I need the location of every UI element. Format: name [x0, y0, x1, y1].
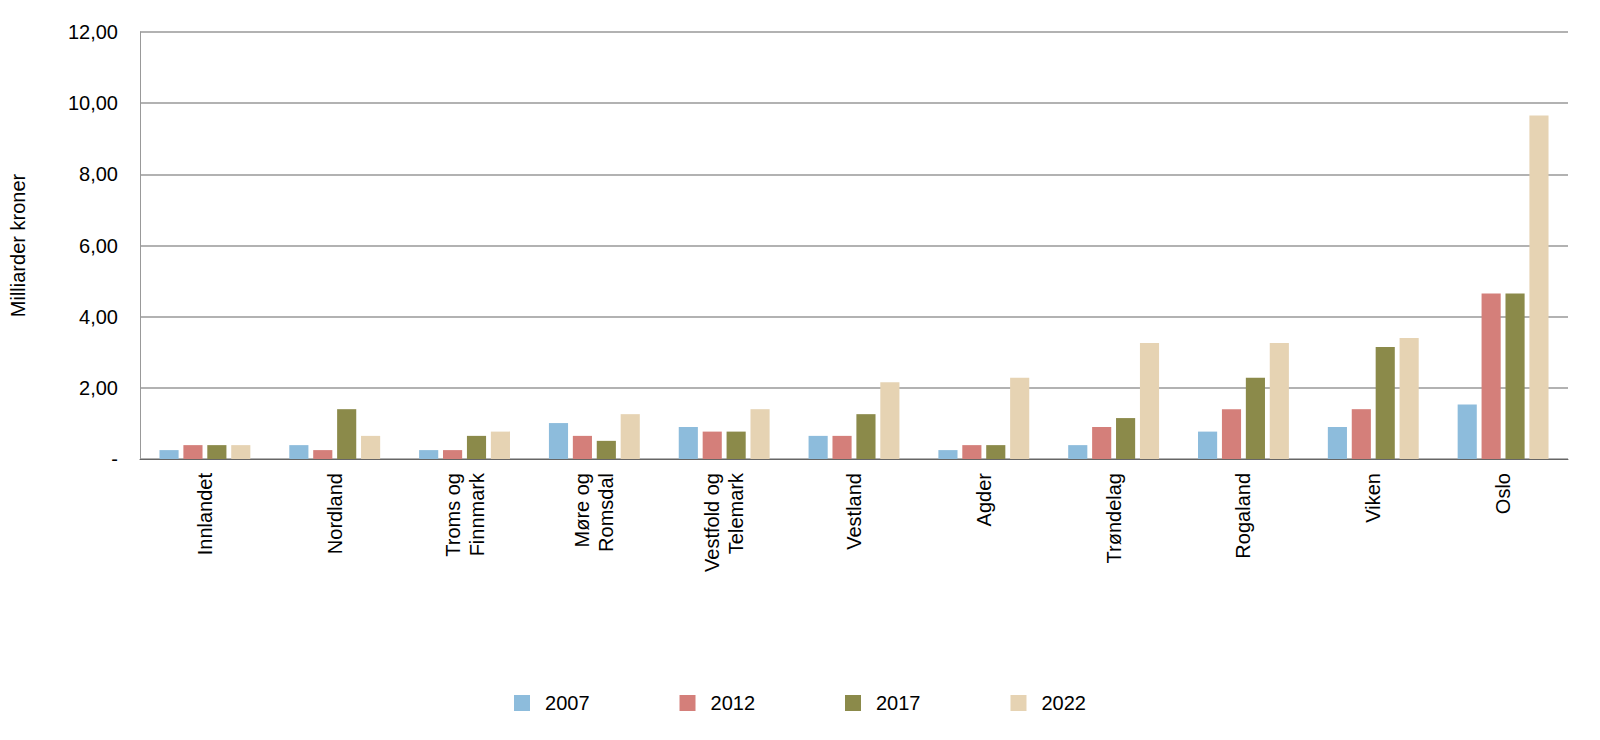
svg-text:Oslo: Oslo	[1492, 473, 1514, 514]
svg-text:Rogaland: Rogaland	[1232, 473, 1254, 559]
svg-text:Telemark: Telemark	[725, 472, 747, 554]
svg-text:2022: 2022	[1041, 692, 1086, 714]
svg-text:-: -	[111, 448, 118, 470]
svg-text:2017: 2017	[876, 692, 921, 714]
svg-text:12,00: 12,00	[68, 21, 118, 43]
svg-text:10,00: 10,00	[68, 92, 118, 114]
svg-text:Viken: Viken	[1362, 473, 1384, 523]
svg-text:Nordland: Nordland	[324, 473, 346, 554]
svg-text:Finnmark: Finnmark	[466, 472, 488, 556]
svg-text:8,00: 8,00	[79, 163, 118, 185]
svg-text:Innlandet: Innlandet	[194, 473, 216, 556]
svg-text:Troms og: Troms og	[442, 473, 464, 557]
svg-text:Romsdal: Romsdal	[595, 473, 617, 552]
svg-text:2,00: 2,00	[79, 377, 118, 399]
svg-text:Vestfold og: Vestfold og	[701, 473, 723, 572]
svg-text:Milliarder kroner: Milliarder kroner	[7, 173, 29, 317]
svg-text:Vestland: Vestland	[843, 473, 865, 550]
svg-text:Møre og: Møre og	[571, 473, 593, 547]
svg-text:Agder: Agder	[973, 473, 995, 527]
svg-text:Trøndelag: Trøndelag	[1103, 473, 1125, 563]
svg-text:2007: 2007	[545, 692, 590, 714]
svg-text:6,00: 6,00	[79, 235, 118, 257]
svg-text:4,00: 4,00	[79, 306, 118, 328]
svg-text:2012: 2012	[711, 692, 756, 714]
